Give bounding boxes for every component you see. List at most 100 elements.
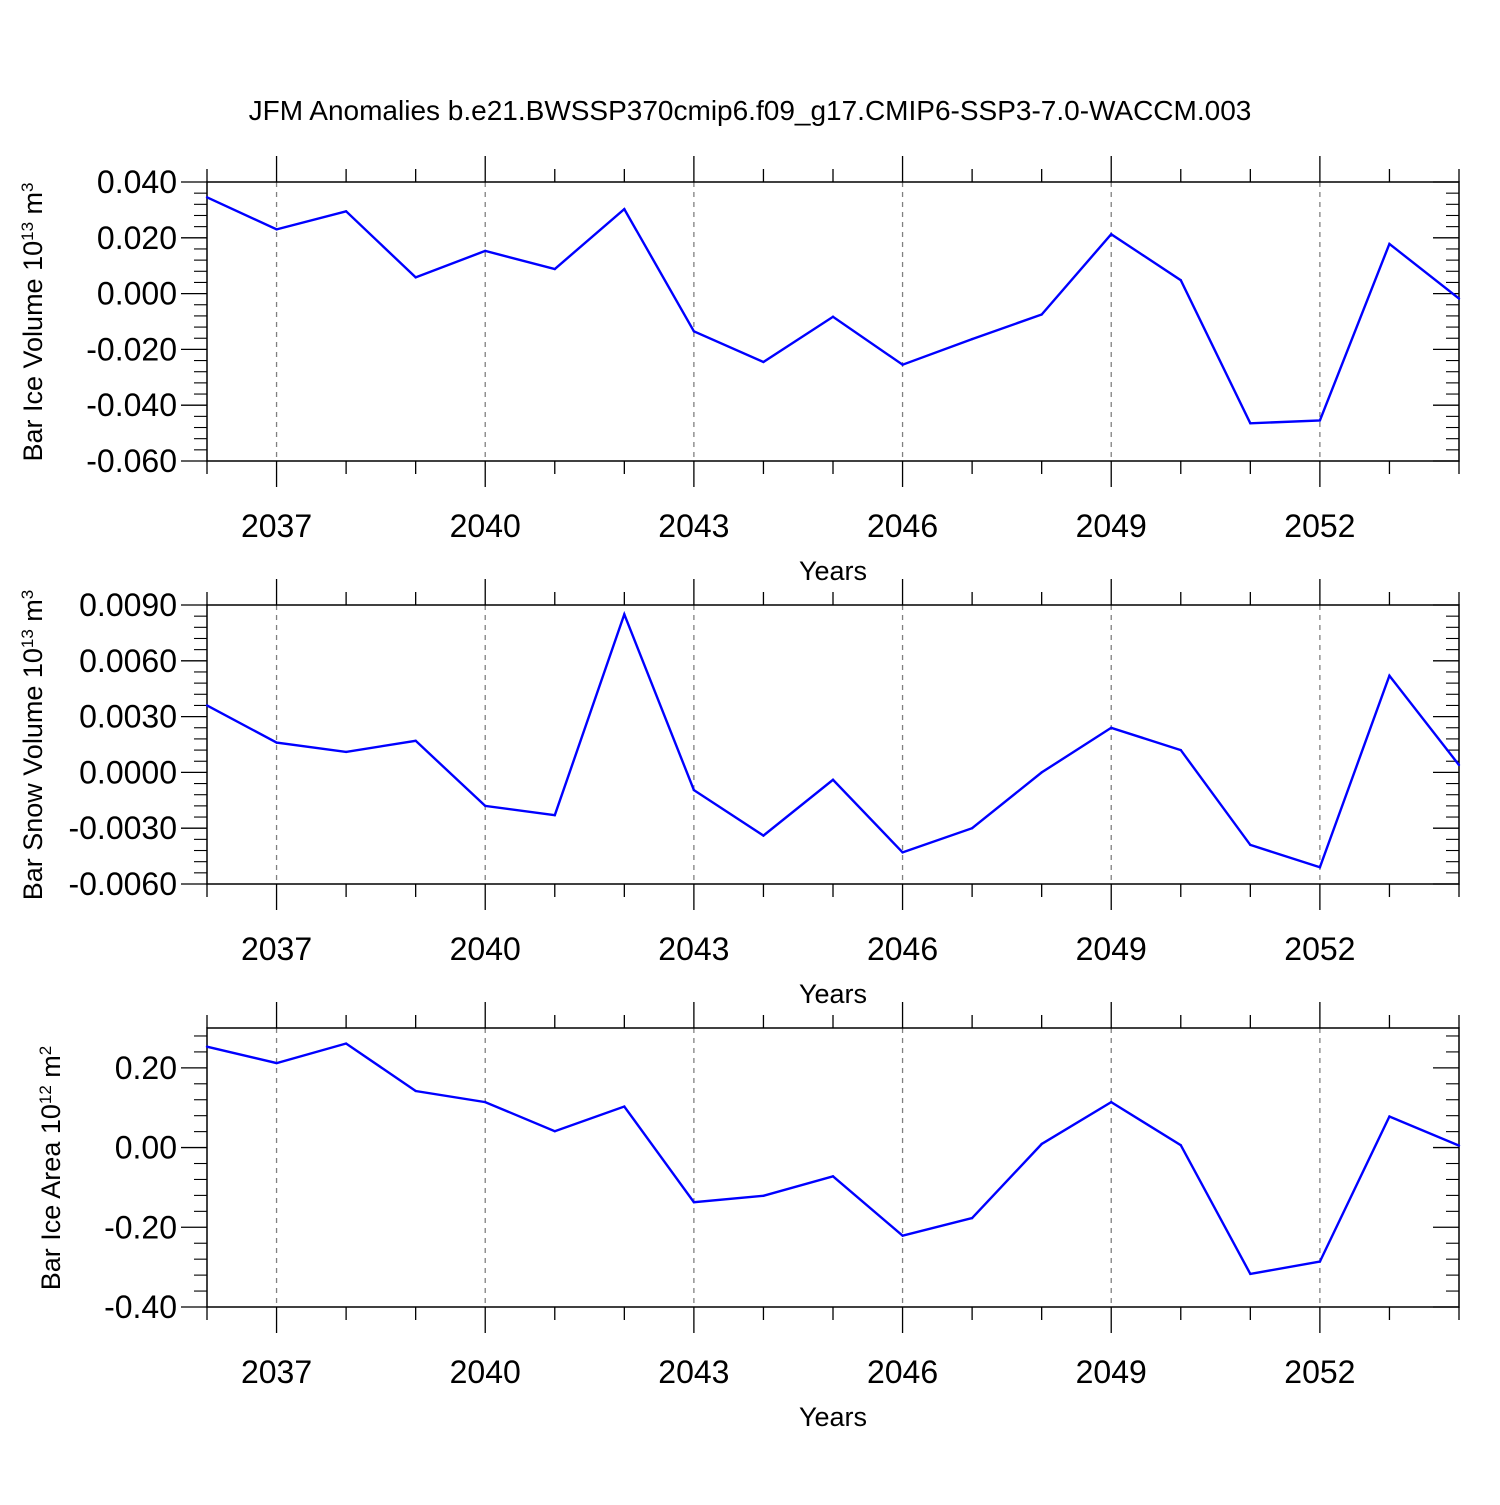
x-tick-label: 2046 [867, 931, 938, 967]
data-point [1318, 866, 1322, 869]
data-point [1179, 1143, 1182, 1147]
y-tick-label: -0.0060 [68, 866, 177, 902]
data-point [970, 1216, 974, 1220]
y-axis-label-superscript: 3 [18, 182, 37, 191]
x-tick-label: 2043 [658, 508, 729, 544]
x-tick-label: 2049 [1076, 508, 1147, 544]
y-axis-label-superscript: 13 [18, 629, 37, 648]
data-point [762, 360, 765, 364]
data-point [1249, 422, 1252, 425]
data-point [484, 804, 487, 808]
data-point [970, 827, 974, 830]
data-point [1249, 843, 1252, 847]
plot-frame [206, 181, 1460, 462]
y-tick-label: 0.0090 [79, 587, 177, 623]
data-point [1388, 242, 1391, 246]
x-tick-label: 2040 [450, 1354, 521, 1390]
y-axis-label-superscript: 12 [36, 1085, 55, 1104]
x-tick-label: 2037 [241, 931, 312, 967]
data-point [623, 1105, 626, 1108]
data-point [1110, 726, 1113, 729]
y-tick-label: -0.020 [86, 331, 177, 367]
data-point [553, 813, 556, 817]
x-tick-label: 2052 [1284, 508, 1355, 544]
data-point [623, 207, 626, 211]
data-point [205, 1045, 209, 1048]
data-point [1249, 1272, 1252, 1276]
data-point [901, 851, 904, 854]
data-point [1388, 674, 1391, 677]
y-axis-label-superscript: 3 [18, 590, 37, 599]
data-point [1040, 313, 1043, 316]
series-line [206, 196, 1460, 425]
data-point [692, 330, 696, 333]
y-tick-label: 0.0060 [79, 643, 177, 679]
x-tick-label: 2046 [867, 508, 938, 544]
y-axis-label-text: Bar Ice Volume 10 [18, 241, 48, 462]
panel-2: -0.0060 -0.0030 0.0000 0.0030 0.0060 0.0090 20… [18, 579, 1461, 1009]
data-point [484, 249, 487, 253]
data-point [344, 210, 348, 213]
x-axis-label: Years [799, 556, 867, 586]
data-point [1457, 297, 1461, 300]
y-tick-label: -0.40 [104, 1289, 177, 1325]
data-point [901, 363, 904, 366]
data-point [901, 1234, 904, 1237]
x-axis-label: Years [799, 1402, 867, 1432]
y-tick-label: 0.0030 [79, 699, 177, 735]
data-point [831, 778, 835, 782]
x-tick-label: 2049 [1076, 1354, 1147, 1390]
y-axis-label: Bar Ice Area 1012 m2 [36, 1046, 66, 1291]
y-axis-label: Bar Snow Volume 1013 m3 [18, 590, 48, 901]
data-point [275, 741, 278, 744]
y-tick-label: 0.000 [97, 276, 177, 312]
data-point [414, 739, 417, 742]
data-point [275, 228, 278, 231]
data-point [553, 267, 556, 271]
data-point [762, 834, 765, 837]
y-axis-label-text: Bar Ice Area 10 [36, 1104, 66, 1290]
x-tick-label: 2040 [450, 931, 521, 967]
data-point [1040, 1142, 1043, 1146]
y-axis-label-text: m [18, 192, 48, 222]
data-point [344, 1042, 348, 1045]
series-line [206, 1042, 1460, 1276]
y-tick-label: 0.0000 [79, 754, 177, 790]
data-point [205, 196, 209, 199]
x-tick-label: 2052 [1284, 931, 1355, 967]
data-point [970, 337, 974, 341]
y-tick-label: 0.00 [115, 1130, 177, 1166]
y-tick-label: 0.040 [97, 164, 177, 200]
y-axis-label: Bar Ice Volume 1013 m3 [18, 182, 48, 461]
data-point [762, 1194, 765, 1197]
y-tick-label: 0.20 [115, 1050, 177, 1086]
data-point [275, 1061, 278, 1065]
x-tick-label: 2037 [241, 1354, 312, 1390]
data-point [692, 1200, 696, 1204]
y-tick-label: -0.040 [86, 387, 177, 423]
y-tick-label: -0.060 [86, 443, 177, 479]
plot-frame [206, 1027, 1460, 1308]
x-tick-label: 2043 [658, 1354, 729, 1390]
y-axis-label-superscript: 13 [18, 222, 37, 241]
x-axis-label: Years [799, 979, 867, 1009]
series-line [206, 610, 1460, 869]
data-point [1388, 1115, 1391, 1118]
x-tick-label: 2037 [241, 508, 312, 544]
data-point [1110, 1100, 1113, 1104]
data-point [1318, 1260, 1322, 1263]
data-point [205, 704, 209, 707]
data-point [831, 1175, 835, 1178]
data-point [1179, 279, 1182, 282]
data-point [344, 750, 348, 754]
data-point [1179, 748, 1182, 752]
data-point [414, 276, 417, 279]
x-tick-label: 2040 [450, 508, 521, 544]
panel-1: -0.060 -0.040 -0.020 0.000 0.020 0.040 2037 204… [18, 156, 1461, 586]
x-tick-label: 2052 [1284, 1354, 1355, 1390]
data-point [1457, 1144, 1461, 1147]
data-point [692, 788, 696, 792]
data-point [414, 1089, 417, 1093]
y-tick-label: -0.0030 [68, 810, 177, 846]
